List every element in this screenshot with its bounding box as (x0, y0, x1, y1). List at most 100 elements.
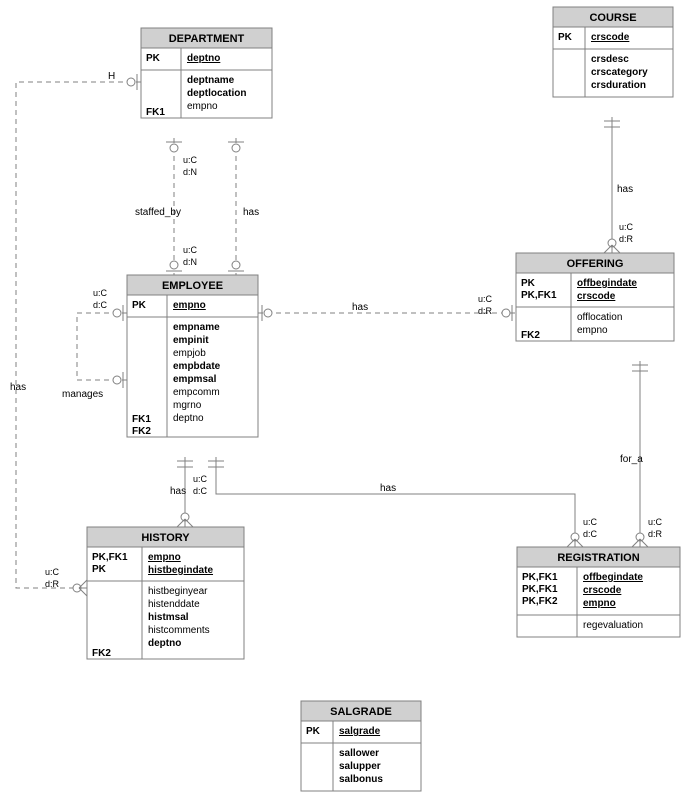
svg-text:PK,FK1: PK,FK1 (522, 584, 558, 595)
attr-empbdate: empbdate (173, 361, 221, 372)
attr-crscategory: crscategory (591, 67, 648, 78)
attr-crsdesc: crsdesc (591, 54, 629, 65)
attr-salbonus: salbonus (339, 774, 383, 785)
attr-deptno: deptno (173, 413, 204, 424)
entity-department: DEPARTMENT PK deptno FK1 deptname deptlocatio… (141, 28, 272, 118)
svg-text:u:C: u:C (193, 474, 208, 484)
svg-text:d:R: d:R (619, 234, 634, 244)
svg-text:FK2: FK2 (92, 648, 111, 659)
attr-sallower: sallower (339, 748, 379, 759)
svg-text:PK,FK2: PK,FK2 (522, 596, 558, 607)
rel-staffed_by: staffed_by u:C d:N u:C d:N (135, 138, 198, 275)
attr-regevaluation: regevaluation (583, 620, 643, 631)
svg-text:manages: manages (62, 389, 103, 400)
attr-empname: empname (173, 322, 220, 333)
attr-empmsal: empmsal (173, 374, 217, 385)
attr-deptlocation: deptlocation (187, 88, 246, 99)
entity-title: REGISTRATION (557, 552, 639, 564)
svg-text:FK1: FK1 (132, 414, 151, 425)
attr-crscode: crscode (577, 291, 616, 302)
svg-text:FK2: FK2 (132, 426, 151, 437)
svg-text:PK: PK (558, 32, 573, 43)
attr-salgrade: salgrade (339, 726, 381, 737)
rel-dept_has_history: has Hu:C d:R (10, 71, 141, 589)
attr-empno: empno (148, 552, 181, 563)
svg-text:u:C: u:C (183, 155, 198, 165)
svg-text:u:C: u:C (93, 288, 108, 298)
attr-histmsal: histmsal (148, 612, 189, 623)
rel-emp_has_registration: has u:C d:C (216, 457, 598, 547)
erd-canvas: staffed_byu:Cd:Nu:Cd:Nhashasu:Cd:Rhasu:C… (0, 0, 690, 803)
svg-text:H: H (108, 71, 115, 82)
svg-text:u:C: u:C (648, 517, 663, 527)
attr-crsduration: crsduration (591, 80, 646, 91)
svg-text:FK2: FK2 (521, 330, 540, 341)
attr-empinit: empinit (173, 335, 209, 346)
attr-salupper: salupper (339, 761, 381, 772)
attr-empcomm: empcomm (173, 387, 220, 398)
attr-offbegindate: offbegindate (583, 572, 643, 583)
svg-text:PK: PK (521, 278, 536, 289)
rel-offering_for_a_registration: for_a u:C d:R (620, 361, 663, 547)
svg-text:d:C: d:C (193, 486, 208, 496)
attr-offlocation: offlocation (577, 312, 622, 323)
attr-histbegindate: histbegindate (148, 565, 213, 576)
svg-text:FK1: FK1 (146, 107, 165, 118)
svg-text:PK,FK1: PK,FK1 (522, 572, 558, 583)
svg-text:d:C: d:C (93, 300, 108, 310)
entity-title: COURSE (589, 12, 636, 24)
svg-text:d:N: d:N (183, 167, 197, 177)
attr-deptno: deptno (148, 638, 181, 649)
attr-empno: empno (187, 101, 218, 112)
svg-text:PK,FK1: PK,FK1 (92, 552, 128, 563)
svg-text:staffed_by: staffed_by (135, 207, 181, 218)
attr-empno: empno (577, 325, 608, 336)
svg-text:u:C: u:C (619, 222, 634, 232)
attr-histenddate: histenddate (148, 599, 200, 610)
svg-text:has: has (10, 382, 26, 393)
svg-text:d:N: d:N (183, 257, 197, 267)
svg-text:PK: PK (306, 726, 321, 737)
svg-text:has: has (352, 302, 368, 313)
svg-text:has: has (617, 184, 633, 195)
attr-deptno: deptno (187, 53, 220, 64)
svg-text:u:C: u:C (183, 245, 198, 255)
entity-history: HISTORY PK,FK1PK empno histbegindate FK2 hist… (87, 527, 244, 659)
attr-empno: empno (583, 598, 616, 609)
svg-text:PK: PK (146, 53, 161, 64)
rel-course_has_offering: has u:C d:R (612, 117, 634, 253)
entity-employee: EMPLOYEEPKempnoFK1FK2empnameempinitempjo… (127, 275, 258, 437)
svg-text:d:R: d:R (478, 306, 493, 316)
svg-text:for_a: for_a (620, 454, 643, 465)
svg-text:has: has (243, 207, 259, 218)
entity-salgrade: SALGRADE PK salgrade sallower salupper salbon… (301, 701, 421, 791)
entity-title: HISTORY (141, 532, 190, 544)
attr-crscode: crscode (591, 32, 630, 43)
svg-text:PK: PK (92, 564, 107, 575)
attr-deptname: deptname (187, 75, 235, 86)
entity-title: SALGRADE (330, 706, 392, 718)
attr-mgrno: mgrno (173, 400, 202, 411)
svg-text:has: has (170, 486, 186, 497)
rel-emp_has_offering: hasu:Cd:R (258, 294, 516, 316)
entity-course: COURSE PK crscode crsdesc crscategory crsdura… (553, 7, 673, 97)
entity-title: OFFERING (567, 258, 624, 270)
svg-text:d:R: d:R (648, 529, 663, 539)
attr-empno: empno (173, 300, 206, 311)
entity-offering: OFFERING PKPK,FK1 offbegindate crscode FK2 of… (516, 253, 674, 341)
attr-crscode: crscode (583, 585, 622, 596)
attr-offbegindate: offbegindate (577, 278, 637, 289)
svg-text:d:C: d:C (583, 529, 598, 539)
svg-text:u:C: u:C (45, 567, 60, 577)
svg-text:d:R: d:R (45, 579, 60, 589)
attr-histcomments: histcomments (148, 625, 210, 636)
rel-dept_has_emp: has (236, 138, 259, 275)
svg-text:PK,FK1: PK,FK1 (521, 290, 557, 301)
attr-histbeginyear: histbeginyear (148, 586, 208, 597)
svg-text:u:C: u:C (583, 517, 598, 527)
svg-text:PK: PK (132, 300, 147, 311)
entity-registration: REGISTRATIONPK,FK1PK,FK1PK,FK2offbeginda… (517, 547, 680, 637)
entity-title: DEPARTMENT (169, 33, 245, 45)
svg-text:has: has (380, 483, 396, 494)
entity-title: EMPLOYEE (162, 280, 223, 292)
